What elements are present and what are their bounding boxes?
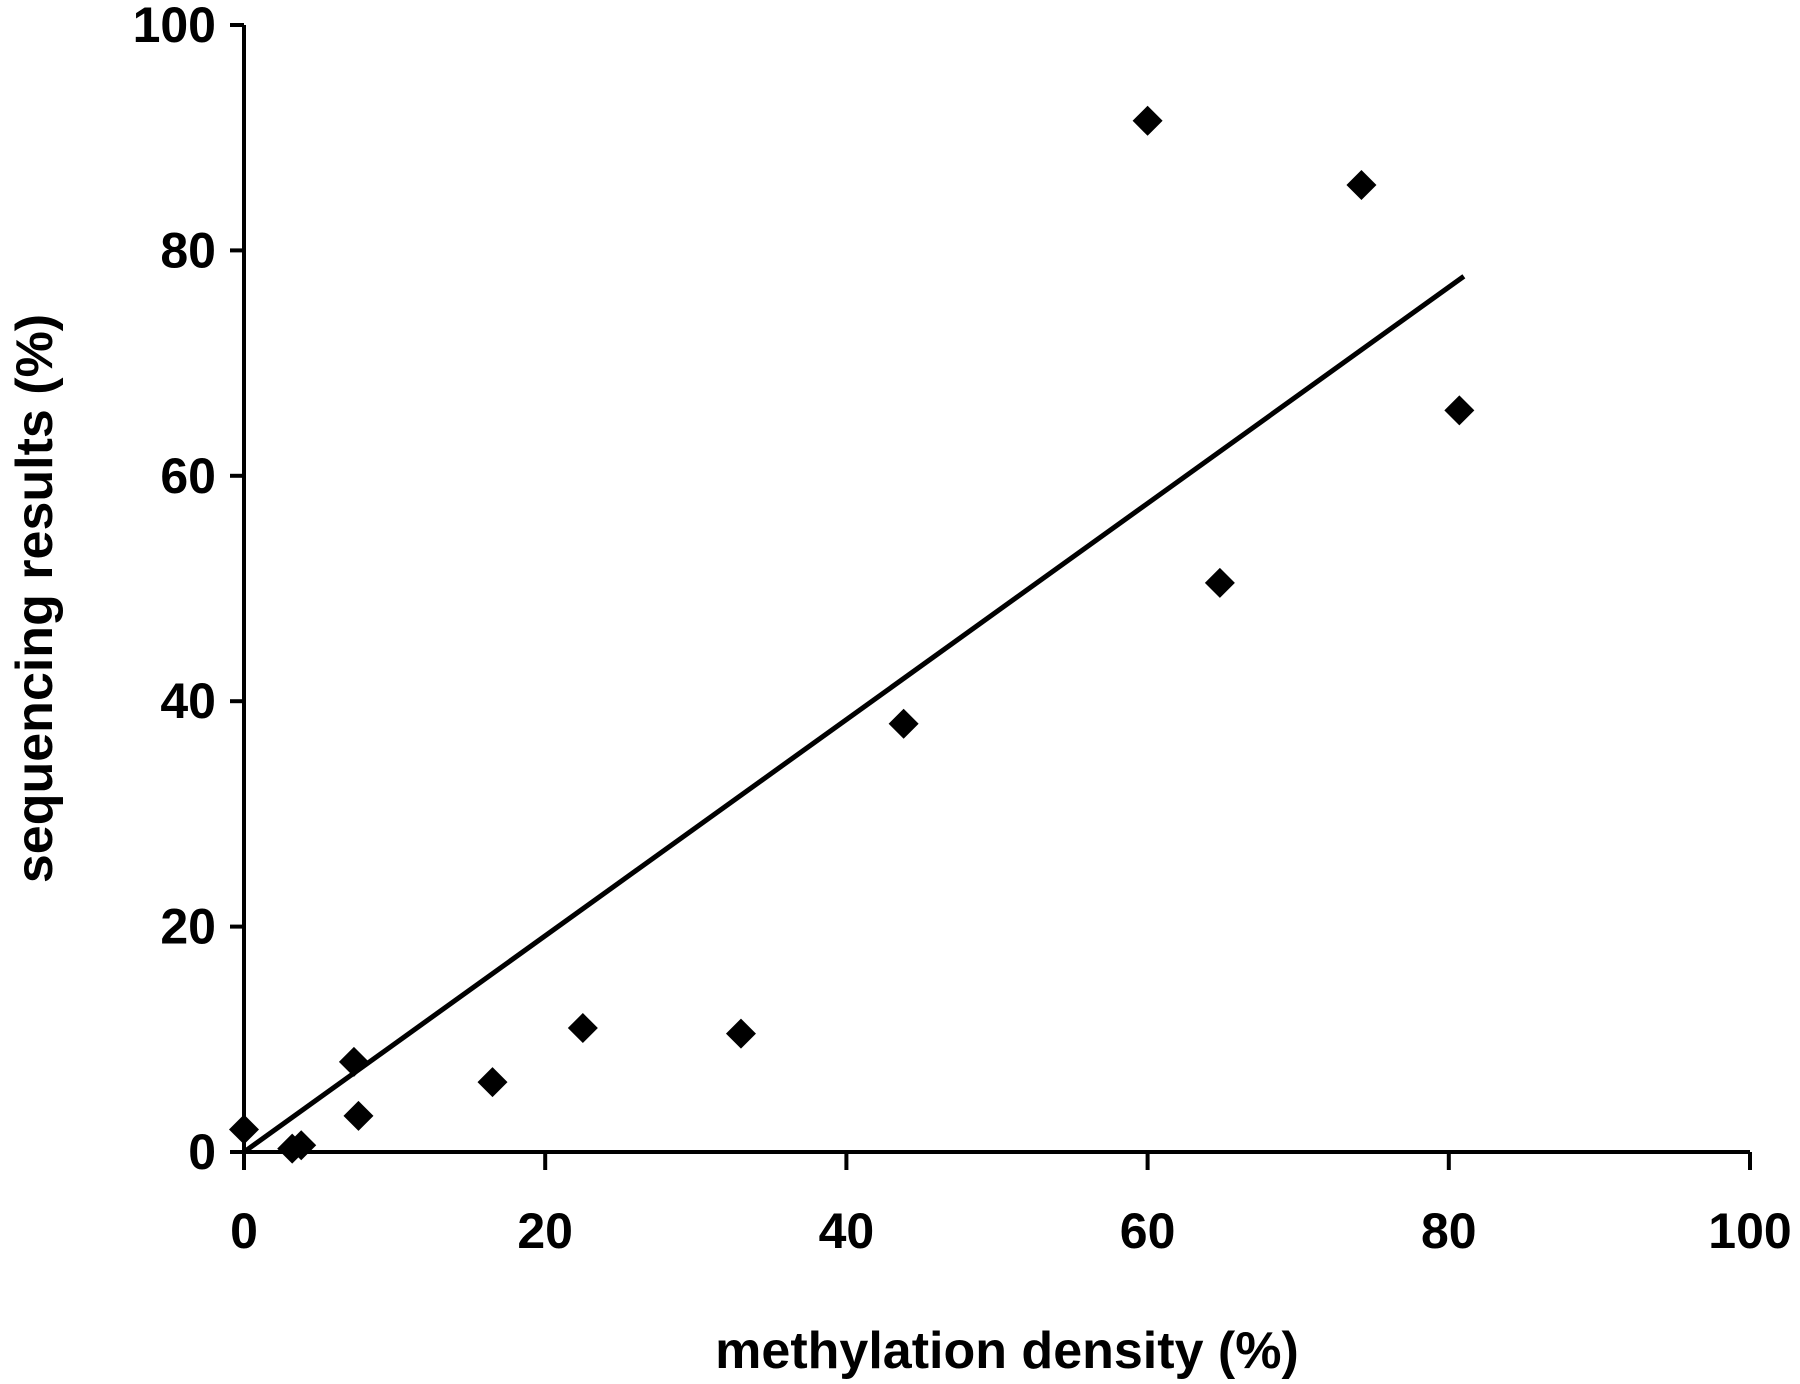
data-point	[477, 1067, 508, 1098]
y-tick-label: 80	[160, 222, 216, 278]
x-tick-label: 80	[1421, 1203, 1477, 1259]
data-point	[338, 1046, 369, 1077]
data-point	[888, 708, 919, 739]
data-point	[725, 1018, 756, 1049]
data-point	[1346, 170, 1377, 201]
data-point	[567, 1013, 598, 1044]
tick-labels: 0 20 40 60 80 100 0 20 40 60 80 100	[133, 0, 1792, 1259]
axis-ticks	[230, 23, 1752, 1170]
data-point	[1204, 567, 1235, 598]
axes	[242, 25, 1750, 1154]
x-tick-label: 100	[1708, 1203, 1791, 1259]
data-points	[229, 105, 1475, 1164]
data-point	[286, 1130, 317, 1161]
trend-line	[242, 274, 1466, 1155]
x-tick-label: 20	[517, 1203, 573, 1259]
data-point	[229, 1114, 259, 1145]
y-tick-label: 0	[188, 1124, 216, 1180]
data-point	[1132, 105, 1163, 136]
y-tick-label: 100	[133, 0, 216, 53]
trend-line-layer	[242, 274, 1466, 1155]
x-axis-title: methylation density (%)	[715, 1322, 1299, 1380]
y-tick-label: 40	[160, 673, 216, 729]
y-tick-label: 20	[160, 899, 216, 955]
y-tick-label: 60	[160, 448, 216, 504]
x-tick-label: 60	[1120, 1203, 1176, 1259]
x-tick-label: 0	[230, 1203, 258, 1259]
data-point	[343, 1100, 374, 1131]
data-point	[1444, 395, 1475, 426]
x-tick-label: 40	[819, 1203, 875, 1259]
y-axis-title: sequencing results (%)	[6, 314, 64, 883]
